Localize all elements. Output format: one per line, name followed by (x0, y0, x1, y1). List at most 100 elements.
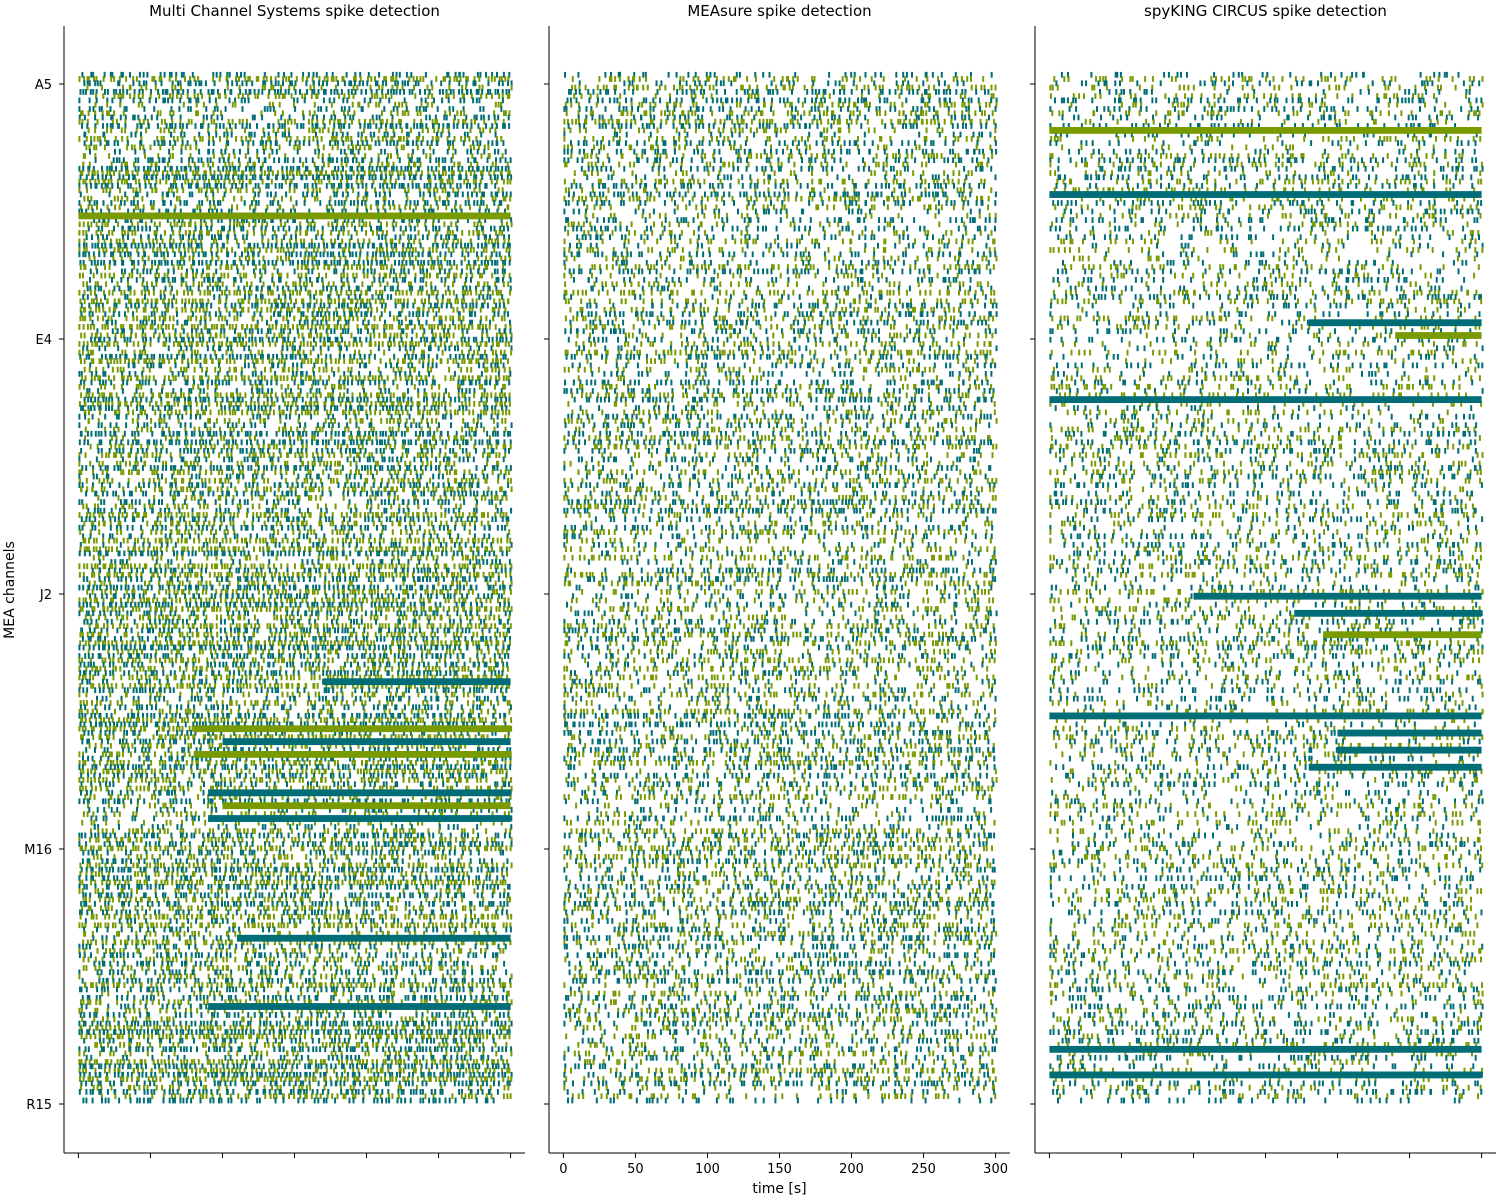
spike-mark (418, 187, 421, 194)
spike-mark (108, 153, 111, 159)
spike-mark (494, 183, 497, 189)
spike-mark (100, 285, 103, 292)
spike-mark (410, 289, 413, 296)
spike-mark (223, 191, 226, 198)
spike-mark (460, 208, 463, 215)
spike-mark (211, 285, 214, 292)
spike-mark (496, 341, 498, 347)
spike-mark (457, 161, 460, 168)
spike-mark (457, 187, 460, 194)
spike-mark (326, 208, 329, 215)
spike-mark (410, 319, 413, 326)
spike-mark (94, 127, 97, 134)
spike-mark (253, 208, 256, 215)
spike-mark (369, 131, 372, 138)
spike-mark (280, 84, 282, 91)
spike-mark (206, 183, 209, 189)
spike-mark (313, 161, 316, 168)
spike-mark (195, 183, 198, 189)
spike-mark (84, 178, 87, 185)
spike-mark (245, 123, 248, 129)
spike-mark (253, 161, 256, 168)
spike-mark (360, 225, 363, 232)
spike-mark (243, 200, 246, 206)
spike-mark (461, 84, 464, 91)
spike-mark (446, 259, 449, 266)
spike-mark (445, 89, 448, 95)
spike-mark (312, 71, 315, 78)
spike-mark (456, 123, 459, 129)
spike-mark (218, 234, 221, 241)
spike-mark (146, 362, 149, 369)
spike-mark (182, 174, 185, 181)
channel-row (94, 101, 502, 108)
spike-mark (319, 200, 322, 206)
spike-mark (451, 230, 454, 236)
spike-mark (171, 118, 174, 125)
spike-mark (132, 114, 135, 121)
spike-mark (303, 97, 306, 104)
spike-mark (181, 123, 184, 129)
spike-mark (293, 118, 296, 125)
spike-mark (205, 187, 208, 194)
spike-mark (507, 114, 510, 121)
spike-mark (78, 341, 81, 347)
spike-mark (456, 191, 459, 198)
spike-mark (232, 174, 235, 181)
spike-mark (463, 255, 466, 262)
spike-mark (355, 285, 358, 292)
spike-mark (321, 157, 324, 164)
spike-mark (91, 234, 93, 241)
spike-mark (369, 97, 372, 104)
spike-mark (98, 345, 101, 352)
spike-mark (230, 264, 233, 270)
spike-mark (328, 375, 331, 382)
spike-mark (262, 264, 265, 270)
spike-mark (201, 259, 204, 266)
spike-mark (388, 97, 391, 104)
spike-mark (240, 259, 243, 266)
spike-mark (421, 234, 424, 241)
spike-mark (444, 315, 447, 322)
spike-mark (126, 89, 129, 95)
spike-mark (180, 221, 183, 228)
spike-mark (363, 97, 366, 104)
spike-mark (482, 106, 485, 112)
spike-mark (241, 118, 244, 125)
spike-mark (162, 174, 165, 181)
spike-mark (288, 76, 290, 82)
spike-mark (203, 289, 206, 296)
spike-mark (197, 187, 200, 194)
spike-mark (166, 161, 169, 168)
spike-mark (103, 131, 106, 138)
spike-mark (357, 170, 360, 176)
spike-mark (480, 251, 483, 258)
spike-mark (399, 118, 402, 125)
spike-mark (312, 80, 315, 87)
spike-mark (478, 294, 481, 300)
spike-mark (399, 89, 402, 95)
spike-mark (119, 101, 122, 108)
spike-mark (101, 114, 104, 121)
spike-mark (215, 251, 218, 258)
spike-mark (291, 375, 293, 382)
spike-mark (186, 319, 188, 326)
spike-mark (391, 170, 394, 176)
spike-mark (291, 251, 293, 258)
spike-mark (142, 118, 145, 125)
spike-mark (236, 353, 239, 360)
spike-mark (188, 298, 191, 305)
spike-mark (401, 101, 404, 108)
spike-mark (164, 97, 166, 104)
spike-mark (198, 80, 201, 87)
spike-mark (325, 71, 328, 78)
spike-mark (503, 366, 506, 373)
spike-mark (427, 165, 430, 172)
spike-mark (380, 170, 383, 176)
spike-mark (447, 71, 450, 78)
spike-mark (108, 165, 111, 172)
spike-mark (411, 353, 414, 360)
spike-mark (502, 71, 505, 78)
spike-mark (122, 84, 124, 91)
spike-mark (142, 80, 145, 87)
